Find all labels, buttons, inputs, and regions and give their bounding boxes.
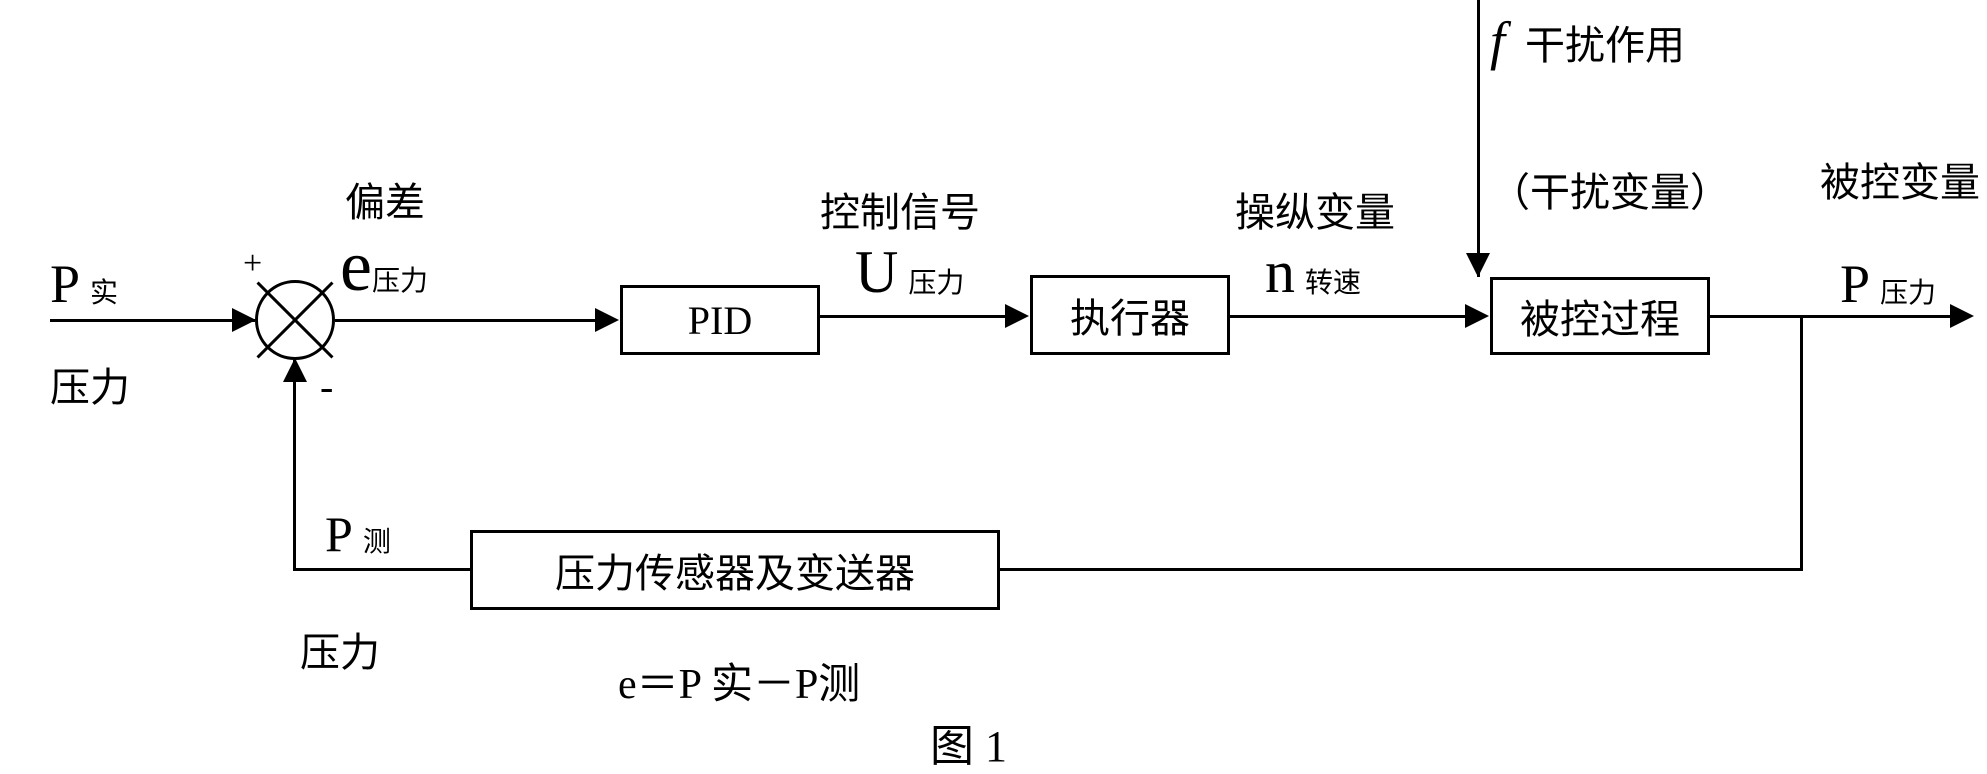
block-process-label: 被控过程 <box>1520 287 1680 345</box>
edge-sensor-to-sum-v <box>293 360 296 571</box>
input-var: P 实 <box>50 253 118 315</box>
feedback-desc: 压力 <box>300 620 380 678</box>
ctrl-var: U 压力 <box>855 238 964 307</box>
figure-caption: 图 1 <box>930 710 1007 774</box>
block-sensor-label: 压力传感器及变送器 <box>555 541 915 599</box>
manip-var: n 转速 <box>1265 238 1361 307</box>
arrow-into-sum <box>232 308 256 332</box>
arrow-into-process <box>1465 304 1489 328</box>
control-block-diagram: PID 执行器 被控过程 压力传感器及变送器 + - P 实 压力 <box>0 0 1987 757</box>
arrow-disturbance <box>1466 253 1490 277</box>
output-var: P 压力 <box>1840 253 1936 315</box>
summing-junction <box>255 280 335 360</box>
block-process: 被控过程 <box>1490 277 1710 355</box>
edge-sum-to-pid <box>335 319 595 322</box>
arrow-into-pid <box>595 308 619 332</box>
edge-input-to-sum <box>50 319 255 322</box>
edge-disturbance <box>1477 0 1480 277</box>
block-pid: PID <box>620 285 820 355</box>
disturb-var-line: f 干扰作用 <box>1490 10 1685 72</box>
block-actuator: 执行器 <box>1030 275 1230 355</box>
error-desc: 偏差 <box>345 170 425 228</box>
arrow-into-actuator <box>1005 304 1029 328</box>
sum-minus-label: - <box>320 363 333 410</box>
arrow-into-sum-feedback <box>283 358 307 382</box>
error-equation: e＝P 实－P测 <box>618 650 860 711</box>
feedback-var: P 测 <box>325 505 391 563</box>
edge-process-to-output <box>1710 315 1950 318</box>
error-var: e压力 <box>340 225 428 308</box>
disturb-desc2: （干扰变量） <box>1490 160 1730 218</box>
edge-actuator-to-process <box>1230 315 1465 318</box>
output-desc: 被控变量 <box>1820 150 1980 208</box>
block-pid-label: PID <box>688 297 752 344</box>
block-actuator-label: 执行器 <box>1070 286 1190 344</box>
edge-sensor-to-sum-h <box>293 568 470 571</box>
arrow-output <box>1950 304 1974 328</box>
manip-desc: 操纵变量 <box>1235 180 1395 238</box>
ctrl-desc: 控制信号 <box>820 180 980 238</box>
block-sensor: 压力传感器及变送器 <box>470 530 1000 610</box>
edge-feedback-down <box>1800 317 1803 570</box>
edge-pid-to-actuator <box>820 315 1005 318</box>
sum-plus-label: + <box>243 245 262 283</box>
input-desc: 压力 <box>50 355 130 413</box>
edge-feedback-left <box>1000 568 1803 571</box>
